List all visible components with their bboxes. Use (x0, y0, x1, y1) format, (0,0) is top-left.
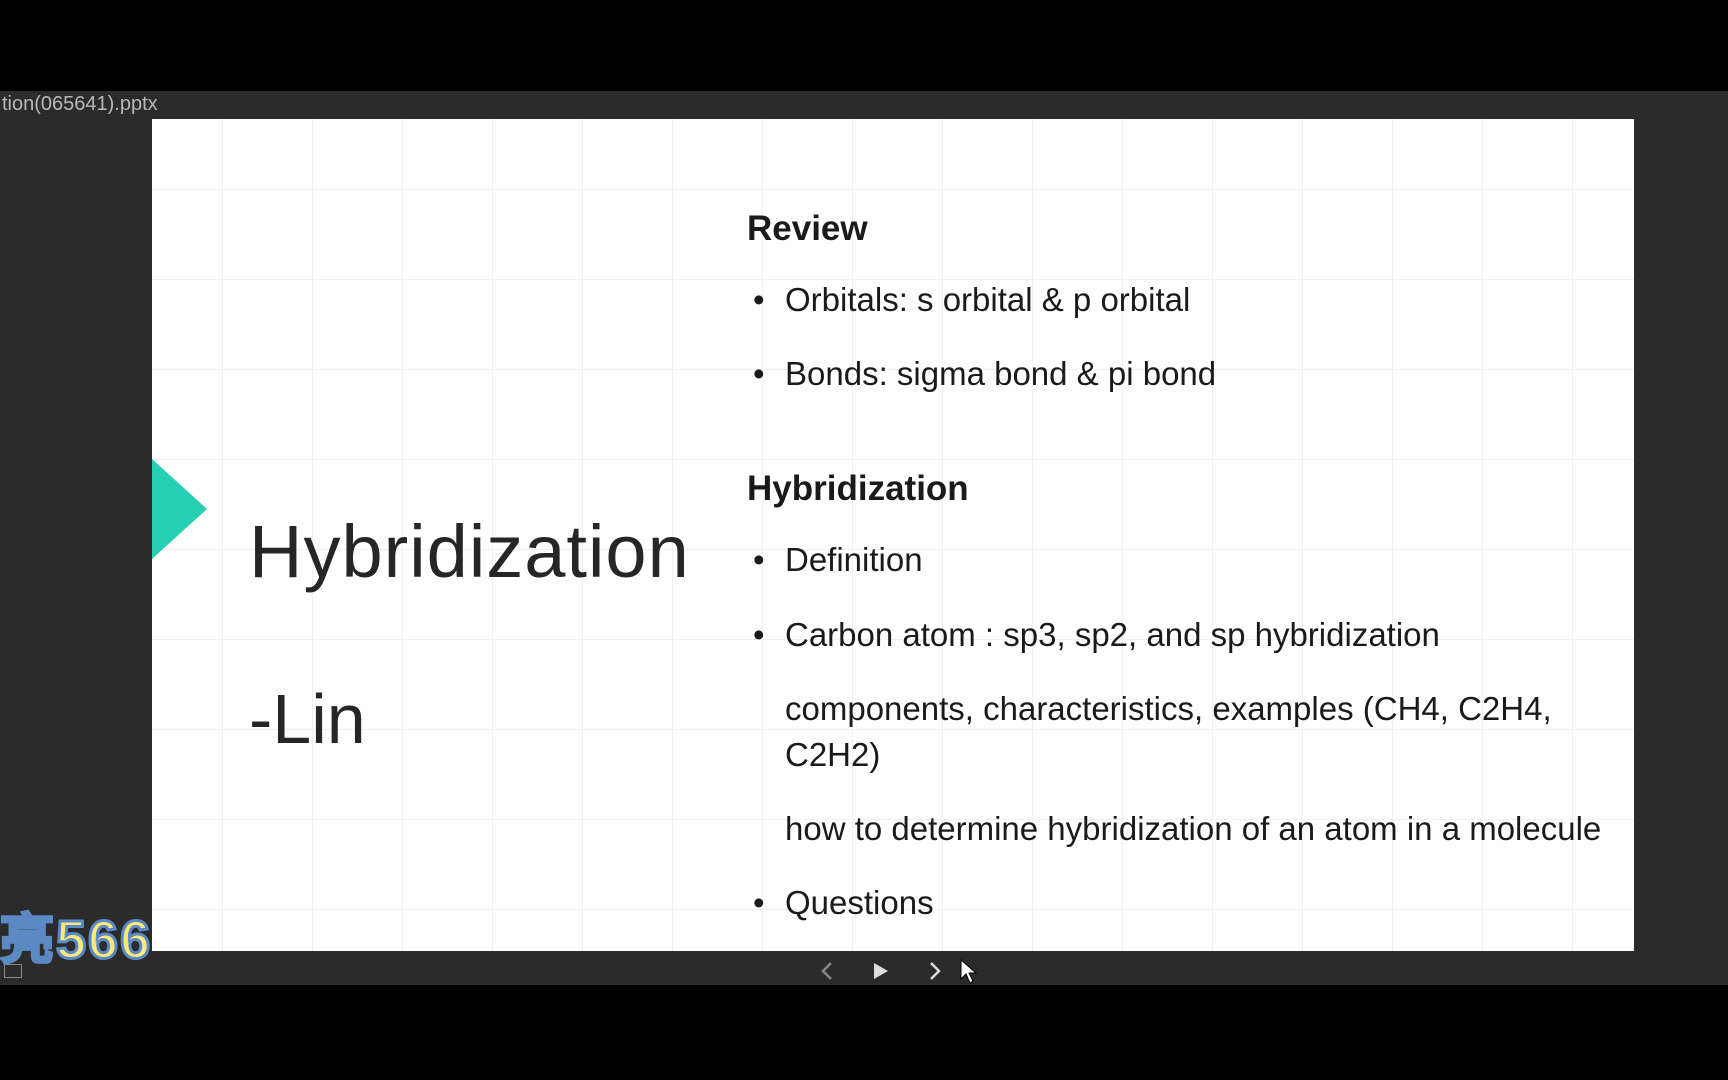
section-header-hybridization: Hybridization (747, 469, 1607, 509)
prev-slide-button[interactable] (820, 961, 834, 981)
bullet-item: Definition (747, 537, 1607, 583)
presentation-viewport: Hybridization -Lin Review Orbitals: s or… (0, 117, 1728, 957)
slide-canvas: Hybridization -Lin Review Orbitals: s or… (152, 119, 1634, 951)
bullet-list-questions: Questions (747, 880, 1607, 926)
watermark-text: 亮566 (0, 895, 152, 974)
bullet-item: Questions (747, 880, 1607, 926)
play-button[interactable] (872, 961, 890, 981)
letterbox-bottom (0, 985, 1728, 1080)
arrow-decorator-icon (152, 459, 207, 559)
letterbox-top (0, 0, 1728, 91)
next-slide-button[interactable] (928, 961, 942, 981)
slide-content: Review Orbitals: s orbital & p orbital B… (747, 209, 1607, 955)
sub-line: components, characteristics, examples (C… (747, 686, 1607, 778)
slide-title: Hybridization (249, 509, 690, 594)
presenter-toolbar (0, 957, 1728, 985)
bullet-list-review: Orbitals: s orbital & p orbital Bonds: s… (747, 277, 1607, 397)
bullet-item: Bonds: sigma bond & pi bond (747, 351, 1607, 397)
bullet-item: Carbon atom : sp3, sp2, and sp hybridiza… (747, 612, 1607, 658)
window-title-bar: tion(065641).pptx (0, 91, 1728, 117)
sub-line: how to determine hybridization of an ato… (747, 806, 1607, 852)
slide-author: -Lin (249, 679, 366, 759)
section-header-review: Review (747, 209, 1607, 249)
nav-controls (820, 961, 942, 981)
filename-label: tion(065641).pptx (2, 93, 158, 115)
bullet-item: Orbitals: s orbital & p orbital (747, 277, 1607, 323)
bullet-list-hybridization: Definition Carbon atom : sp3, sp2, and s… (747, 537, 1607, 657)
